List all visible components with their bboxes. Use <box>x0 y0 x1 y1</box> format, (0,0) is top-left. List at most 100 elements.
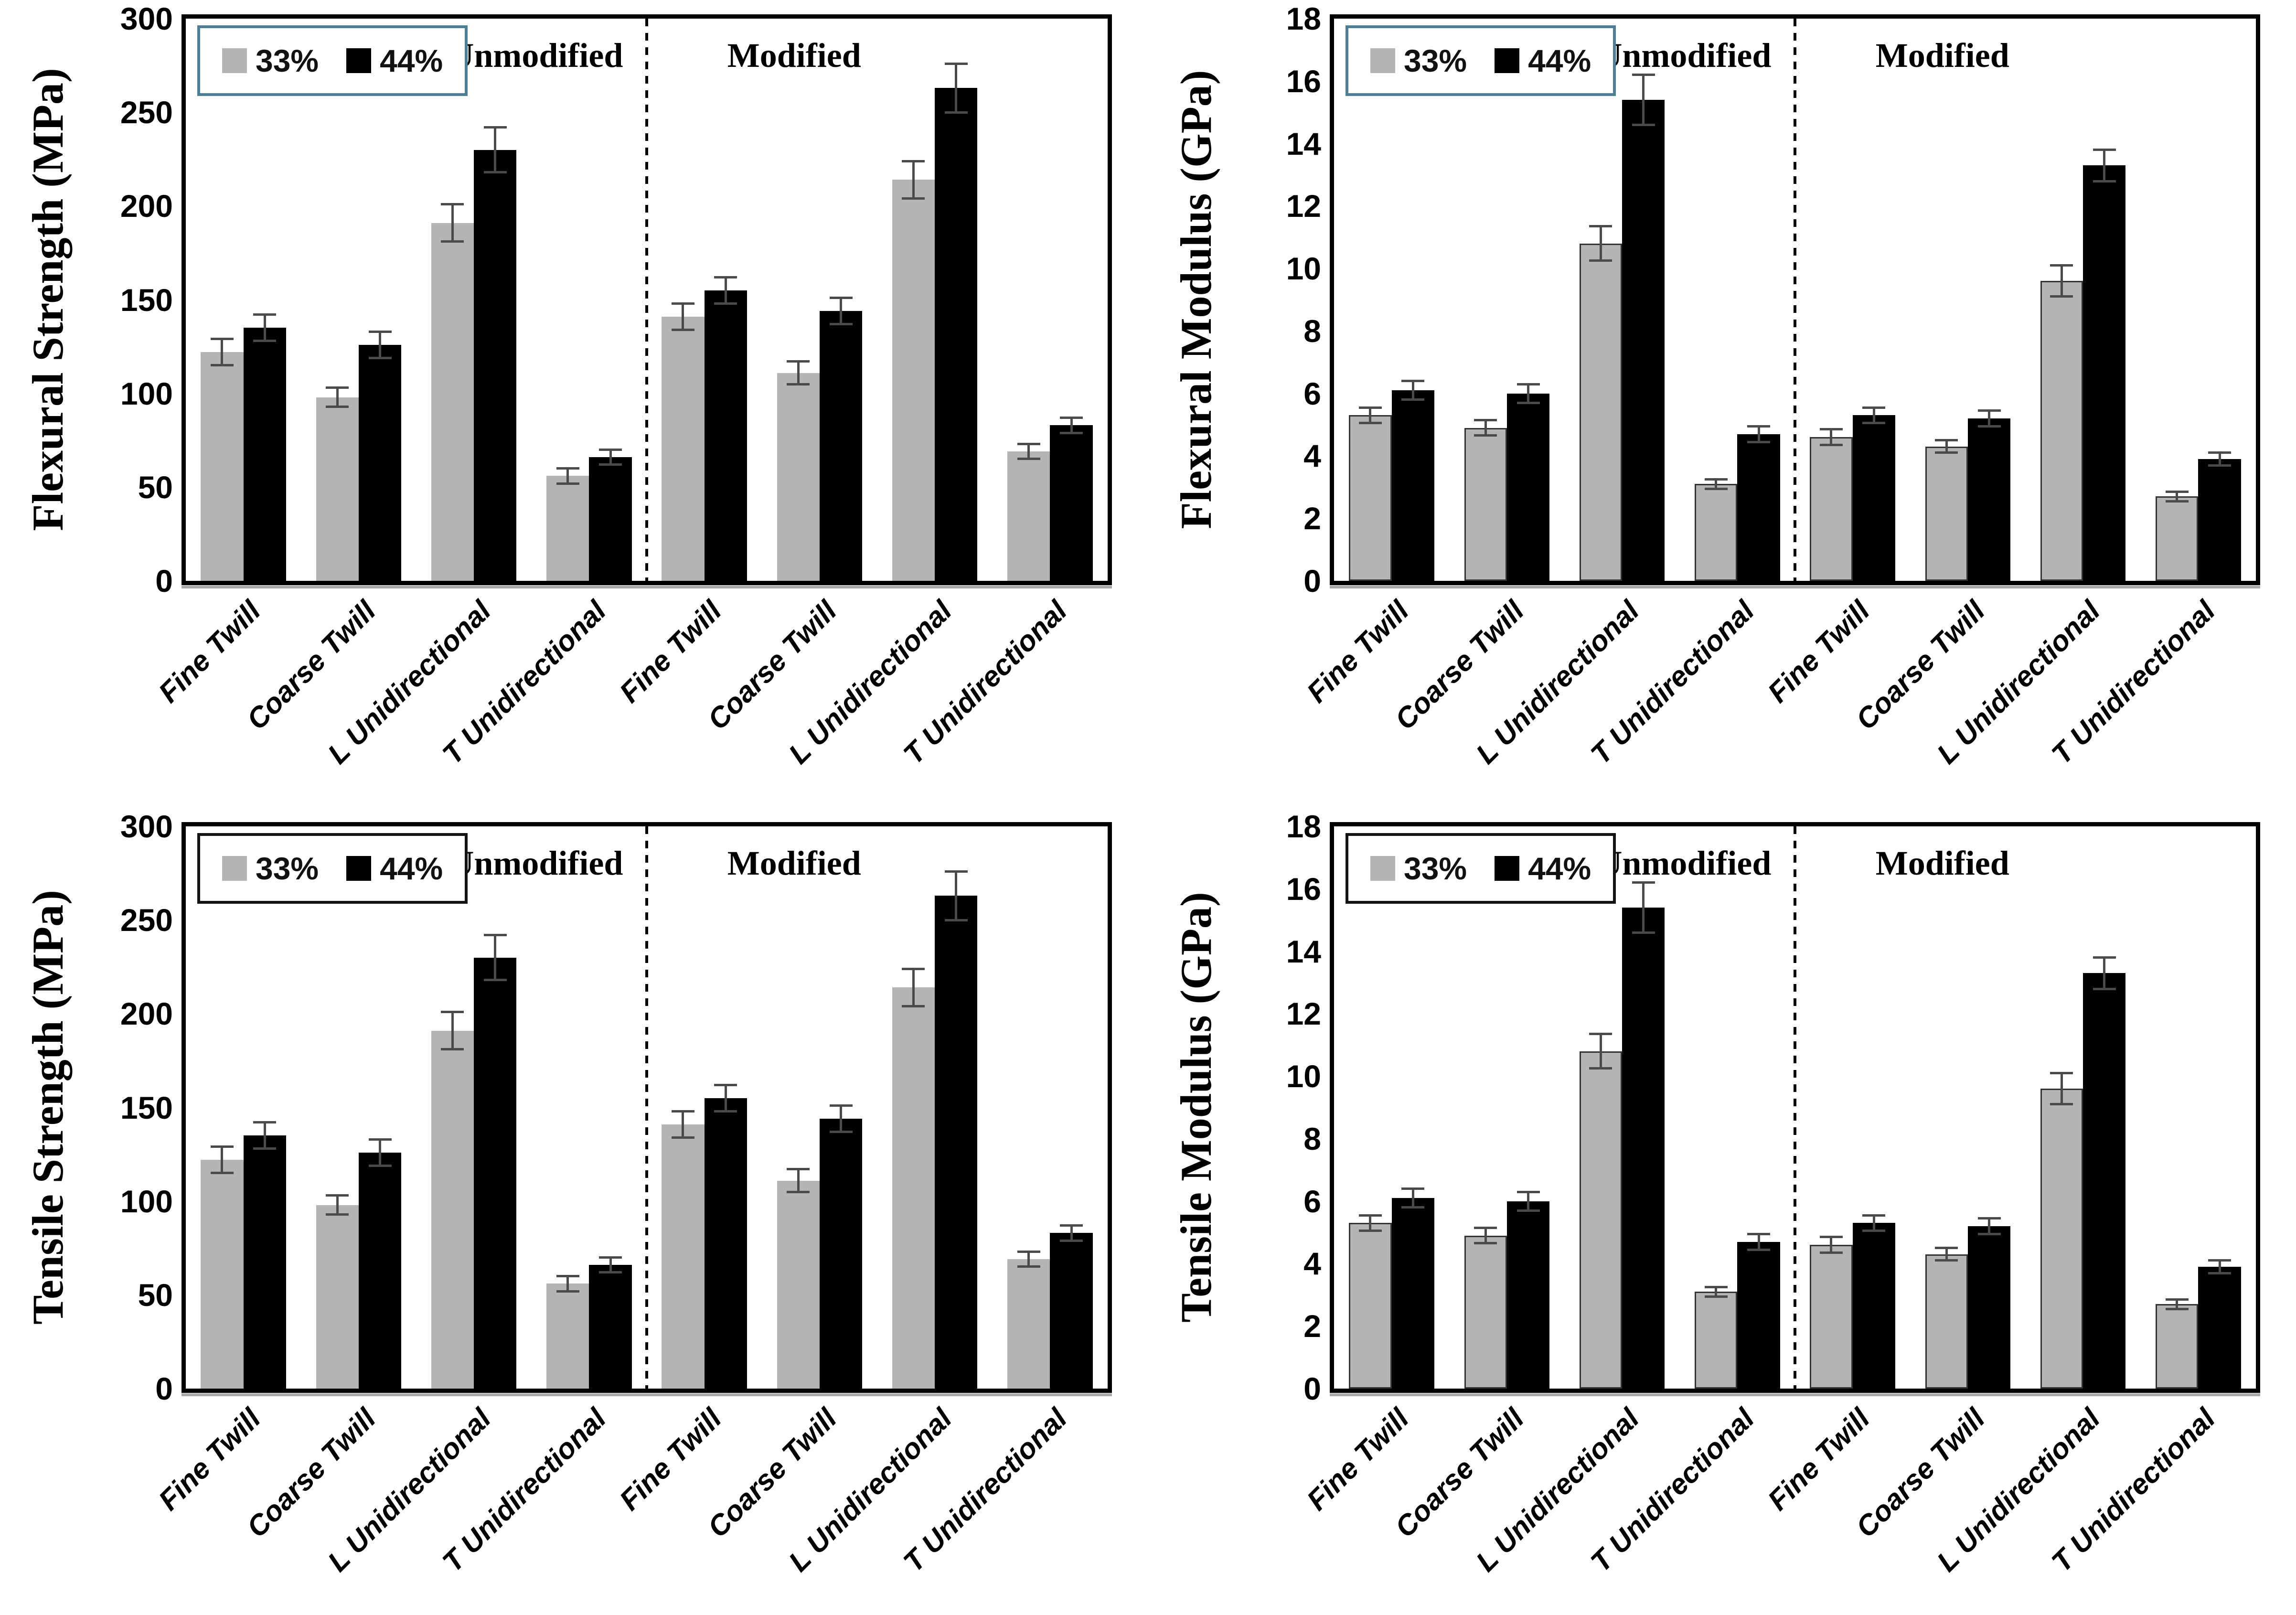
x-tick-label: Fine Twill <box>1300 594 1415 709</box>
error-bar-cap-top <box>1632 881 1655 884</box>
y-tick-label: 18 <box>1286 1 1321 36</box>
legend-swatch <box>222 48 247 73</box>
bar-33-2-modified <box>892 180 935 581</box>
bar-33-1-modified <box>777 1180 820 1389</box>
error-bar <box>1369 407 1372 423</box>
error-bar-cap-top <box>1589 1033 1613 1036</box>
error-bar <box>2176 1299 2179 1309</box>
legend-item-44: 44% <box>1495 43 1591 79</box>
error-bar-cap-bottom <box>1474 1242 1497 1245</box>
x-tick-label: Fine Twill <box>1761 1402 1876 1517</box>
error-bar-cap-top <box>1358 406 1382 409</box>
error-bar-cap-top <box>599 448 622 451</box>
error-bar-cap-top <box>1474 418 1497 421</box>
y-axis-ticks: 0 2 4 6 8 10 12 14 16 18 <box>1148 0 1321 807</box>
section-divider-line <box>645 19 648 581</box>
error-bar-cap-bottom <box>787 1190 810 1193</box>
y-tick-label: 8 <box>1303 1121 1321 1156</box>
bar-44-2-unmodified <box>1622 908 1665 1389</box>
y-tick-label: 200 <box>120 188 173 224</box>
legend-label: 33% <box>1404 851 1467 886</box>
error-bar-cap-top <box>1060 417 1083 419</box>
error-bar <box>1945 1248 1948 1261</box>
legend-item-44: 44% <box>346 43 443 79</box>
y-axis-ticks: 0 50 100 150 200 250 300 <box>0 0 173 807</box>
chart-tensile-strength: Tensile Strength (MPa) 0 50 100 150 200 250 30… <box>0 808 1148 1615</box>
error-bar <box>1757 426 1760 442</box>
error-bar <box>1830 1237 1833 1253</box>
bar-33-0-modified <box>1810 437 1853 581</box>
legend-item-33: 33% <box>222 850 319 887</box>
error-bar-cap-bottom <box>1358 1230 1382 1232</box>
error-bar-cap-bottom <box>1358 422 1382 425</box>
bar-44-3-unmodified <box>1737 1241 1780 1389</box>
plot-area: Unmodified Modified 33% 44% <box>1330 14 2260 588</box>
error-bar-cap-top <box>787 360 810 363</box>
error-bar-cap-bottom <box>1017 1265 1040 1268</box>
error-bar-cap-bottom <box>326 405 349 408</box>
y-tick-label: 250 <box>120 902 173 938</box>
error-bar <box>1830 429 1833 445</box>
error-bar <box>263 314 266 341</box>
error-bar <box>1642 75 1645 125</box>
error-bar <box>840 1105 842 1132</box>
y-tick-label: 150 <box>120 282 173 318</box>
error-bar-cap-top <box>441 203 464 205</box>
section-label-unmodified: Unmodified <box>1597 36 1772 75</box>
error-bar-cap-bottom <box>483 979 507 982</box>
section-label-modified: Modified <box>1875 36 2009 75</box>
x-axis-labels: Fine Twill Coarse Twill L Unidirectional T … <box>1148 0 2296 807</box>
y-tick-label: 100 <box>120 375 173 411</box>
bar-33-2-modified <box>892 987 935 1389</box>
y-tick-label: 16 <box>1286 63 1321 99</box>
error-bar-cap-top <box>1589 225 1613 228</box>
error-bar <box>1715 479 1718 489</box>
error-bar-cap-top <box>714 1083 737 1086</box>
error-bar <box>221 1146 224 1173</box>
error-bar-cap-top <box>2050 264 2073 267</box>
error-bar-cap-top <box>1516 383 1540 385</box>
legend-swatch <box>1370 48 1395 73</box>
error-bar-cap-bottom <box>787 383 810 385</box>
legend-item-33: 33% <box>1370 43 1467 79</box>
bar-33-0-unmodified <box>1349 415 1392 581</box>
y-tick-label: 16 <box>1286 871 1321 907</box>
error-bar <box>1070 1225 1073 1241</box>
error-bar <box>1642 882 1645 933</box>
error-bar-cap-top <box>1401 1187 1425 1190</box>
bar-44-0-modified <box>1852 415 1895 581</box>
bar-44-0-unmodified <box>1391 1198 1434 1389</box>
error-bar-cap-bottom <box>1017 458 1040 460</box>
bar-33-3-modified <box>2156 1304 2199 1389</box>
legend: 33% 44% <box>1346 25 1616 96</box>
bar-44-3-modified <box>1050 1233 1093 1389</box>
error-bar-cap-top <box>210 338 234 341</box>
error-bar <box>451 204 454 242</box>
error-bar-cap-bottom <box>1060 1239 1083 1242</box>
y-tick-label: 14 <box>1286 933 1321 969</box>
y-tick-label: 2 <box>1303 501 1321 536</box>
bar-44-0-modified <box>1852 1223 1895 1389</box>
error-bar <box>2176 492 2179 502</box>
error-bar <box>1872 1215 1875 1231</box>
error-bar-cap-top <box>483 934 507 937</box>
bar-33-0-unmodified <box>1349 1223 1392 1389</box>
legend: 33% 44% <box>1346 833 1616 904</box>
error-bar <box>2060 265 2063 297</box>
legend-swatch <box>1495 48 1520 73</box>
y-tick-label: 100 <box>120 1183 173 1219</box>
error-bar-cap-top <box>1935 1247 1958 1250</box>
error-bar-cap-bottom <box>1862 422 1886 425</box>
section-divider-line <box>1794 19 1796 581</box>
error-bar-cap-bottom <box>2093 180 2116 182</box>
error-bar-cap-bottom <box>1935 451 1958 454</box>
error-bar <box>2218 1260 2221 1273</box>
error-bar <box>2060 1073 2063 1104</box>
section-label-unmodified: Unmodified <box>449 36 623 75</box>
x-tick-label: Fine Twill <box>1761 594 1876 709</box>
x-axis-labels: Fine Twill Coarse Twill L Unidirectional T … <box>0 0 1148 807</box>
bar-44-1-modified <box>1967 1226 2011 1389</box>
error-bar-cap-bottom <box>829 323 853 326</box>
error-bar <box>494 935 497 980</box>
error-bar <box>451 1012 454 1049</box>
